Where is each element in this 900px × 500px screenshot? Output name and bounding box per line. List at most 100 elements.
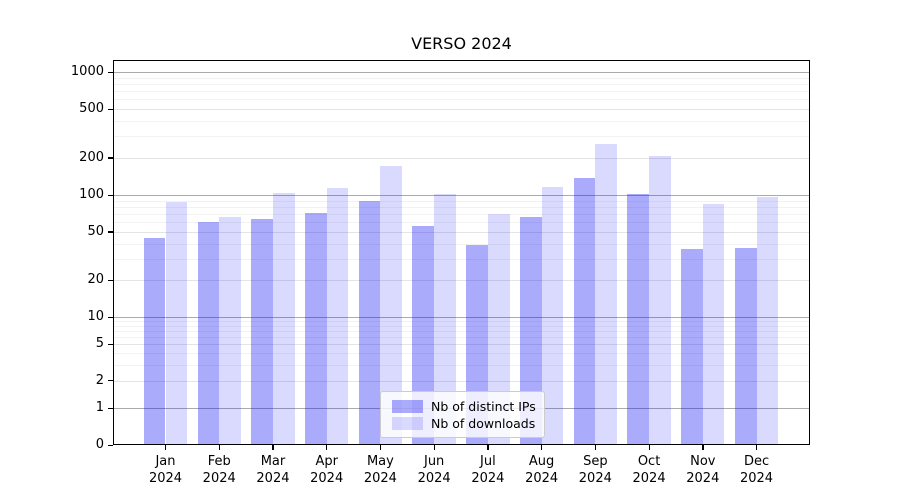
bar-distinct-ips-may <box>358 200 381 445</box>
legend-item-distinct-ips: Nb of distinct IPs <box>392 398 538 414</box>
minor-gridline <box>114 258 810 260</box>
minor-gridline <box>114 206 810 208</box>
y-tick <box>108 380 113 382</box>
major-gridline <box>114 195 810 196</box>
bar-distinct-ips-apr <box>304 213 327 445</box>
x-tick <box>648 445 650 450</box>
y-tick-label: 20 <box>87 272 104 288</box>
x-tick-label: May 2024 <box>363 454 397 486</box>
minor-gridline <box>114 331 810 333</box>
bar-distinct-ips-aug <box>519 217 542 445</box>
x-tick-label: Sep 2024 <box>578 454 612 486</box>
x-tick <box>218 445 221 450</box>
x-tick <box>756 445 758 450</box>
y-tick <box>108 194 113 196</box>
bar-downloads-dec <box>756 197 779 445</box>
legend-item-downloads: Nb of downloads <box>392 415 538 431</box>
minor-gridline <box>114 325 810 327</box>
minor-gridline <box>114 231 810 233</box>
x-tick <box>433 445 435 450</box>
y-tick-label: 1 <box>95 400 104 415</box>
x-tick <box>165 445 167 450</box>
minor-gridline <box>114 337 810 339</box>
minor-gridline <box>114 353 810 355</box>
y-tick-label: 200 <box>79 149 104 165</box>
minor-gridline <box>114 200 810 202</box>
bar-downloads-feb <box>219 217 241 445</box>
bar-distinct-ips-jan <box>143 238 166 445</box>
x-tick-label: Feb 2024 <box>202 454 236 486</box>
bar-downloads-apr <box>326 188 349 445</box>
y-tick-label: 0 <box>95 437 104 452</box>
legend: Nb of distinct IPs Nb of downloads <box>380 391 545 438</box>
x-tick-label: Jul 2024 <box>471 454 505 486</box>
bar-distinct-ips-mar <box>251 218 273 445</box>
y-tick <box>108 71 113 73</box>
legend-label-downloads: Nb of downloads <box>431 415 536 431</box>
bar-downloads-jan <box>165 201 188 445</box>
y-tick-label: 50 <box>87 223 104 239</box>
y-tick <box>108 316 113 318</box>
y-tick-label: 5 <box>95 336 104 352</box>
x-tick <box>379 445 382 450</box>
x-tick-label: Apr 2024 <box>310 454 344 486</box>
x-tick <box>594 445 597 450</box>
x-tick-label: Oct 2024 <box>632 454 666 486</box>
minor-gridline <box>114 243 810 245</box>
bar-downloads-sep <box>595 144 618 445</box>
bar-downloads-may <box>380 166 403 445</box>
minor-gridline <box>114 344 810 346</box>
y-tick-label: 100 <box>79 187 104 202</box>
y-tick <box>108 231 113 233</box>
bar-downloads-aug <box>541 187 564 445</box>
minor-gridline <box>114 109 810 111</box>
minor-gridline <box>114 77 810 79</box>
x-tick-label: Aug 2024 <box>525 454 559 486</box>
legend-swatch-distinct-ips <box>392 399 423 413</box>
minor-gridline <box>114 364 810 366</box>
minor-gridline <box>114 280 810 282</box>
minor-gridline <box>114 136 810 138</box>
legend-swatch-downloads <box>392 416 423 430</box>
y-tick-label: 10 <box>87 309 104 324</box>
bar-downloads-jun <box>434 194 456 445</box>
minor-gridline <box>114 222 810 224</box>
y-tick-label: 1000 <box>70 64 104 79</box>
x-tick-label: Jan 2024 <box>148 454 183 486</box>
bar-distinct-ips-jun <box>412 225 435 445</box>
minor-gridline <box>114 120 810 122</box>
y-tick <box>108 407 113 409</box>
legend-label-distinct-ips: Nb of distinct IPs <box>431 398 536 414</box>
x-tick-label: Nov 2024 <box>686 454 720 486</box>
y-tick <box>108 279 113 282</box>
x-tick <box>702 445 704 450</box>
x-tick-label: Jun 2024 <box>417 454 451 486</box>
minor-gridline <box>114 91 810 93</box>
minor-gridline <box>114 99 810 101</box>
x-tick <box>272 445 274 450</box>
bar-distinct-ips-nov <box>681 249 703 445</box>
bar-distinct-ips-oct <box>627 193 650 445</box>
x-tick <box>541 445 543 450</box>
y-tick <box>108 157 113 159</box>
x-tick <box>487 445 489 450</box>
x-tick-label: Dec 2024 <box>739 454 774 486</box>
y-tick-label: 2 <box>95 372 104 388</box>
y-tick <box>108 108 113 110</box>
y-tick-label: 500 <box>79 101 104 117</box>
x-tick <box>326 445 328 450</box>
y-tick <box>108 444 113 446</box>
minor-gridline <box>114 380 810 382</box>
bar-downloads-oct <box>649 156 671 445</box>
minor-gridline <box>114 321 810 323</box>
minor-gridline <box>114 157 810 159</box>
bar-distinct-ips-dec <box>734 247 757 445</box>
bar-downloads-mar <box>272 192 295 445</box>
major-gridline <box>114 317 810 318</box>
minor-gridline <box>114 213 810 215</box>
chart-title: VERSO 2024 <box>411 34 512 53</box>
bar-downloads-nov <box>702 204 725 445</box>
x-tick-label: Mar 2024 <box>256 454 290 486</box>
y-tick <box>108 343 113 346</box>
